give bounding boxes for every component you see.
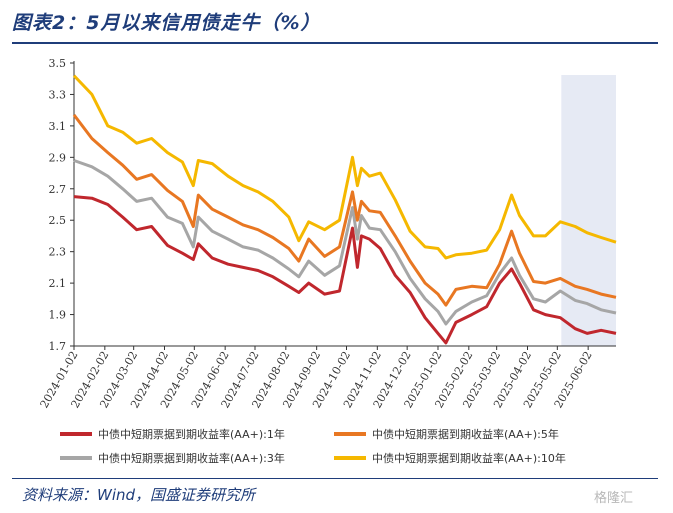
y-tick-label: 2.3 bbox=[49, 246, 67, 259]
series-line-2 bbox=[73, 159, 617, 326]
legend-label-2: 中债中短期票据到期收益率(AA+):3年 bbox=[98, 451, 285, 465]
y-tick-label: 1.7 bbox=[49, 340, 67, 353]
y-tick-label: 1.9 bbox=[49, 309, 67, 322]
source-note: 资料来源：Wind，国盛证券研究所 bbox=[22, 486, 256, 504]
highlight-region bbox=[561, 75, 616, 346]
y-tick-label: 2.9 bbox=[49, 151, 67, 164]
page-title: 图表2：5月以来信用债走牛（%） bbox=[12, 12, 321, 34]
series-line-1 bbox=[73, 195, 617, 345]
y-tick-label: 2.1 bbox=[49, 277, 67, 290]
y-tick-label: 3.1 bbox=[49, 120, 67, 133]
y-tick-label: 2.7 bbox=[49, 183, 67, 196]
y-tick-label: 2.5 bbox=[49, 214, 67, 227]
footer-divider bbox=[12, 478, 658, 479]
legend-label-3: 中债中短期票据到期收益率(AA+):5年 bbox=[372, 427, 559, 441]
y-tick-label: 3.3 bbox=[49, 88, 67, 101]
legend-label-1: 中债中短期票据到期收益率(AA+):1年 bbox=[98, 427, 285, 441]
watermark: 格隆汇 bbox=[594, 491, 634, 506]
legend-label-4: 中债中短期票据到期收益率(AA+):10年 bbox=[372, 451, 566, 465]
yield-line-chart: 3.53.33.12.92.72.52.32.11.91.72024-01-02… bbox=[38, 57, 617, 465]
series-line-3 bbox=[72, 113, 617, 307]
y-tick-label: 3.5 bbox=[49, 57, 67, 70]
title-divider bbox=[12, 42, 658, 44]
series-line-4 bbox=[72, 74, 617, 260]
